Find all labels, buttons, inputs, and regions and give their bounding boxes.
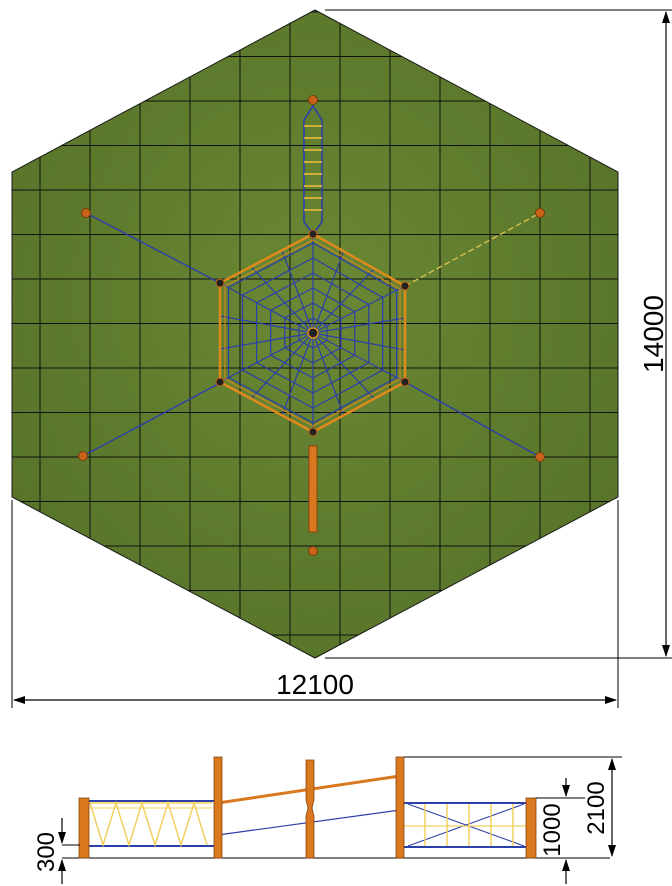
net-spoke [312, 332, 345, 416]
dim-300-label: 300 [33, 832, 60, 872]
cable-ne [404, 212, 541, 287]
post-marker [400, 377, 410, 387]
post-marker [308, 546, 318, 556]
net-ring [227, 242, 398, 424]
net-spoke [219, 332, 314, 383]
post-right [525, 797, 537, 859]
width-label: 12100 [276, 669, 354, 700]
dim-2100-label: 2100 [583, 781, 610, 834]
plan-view: 12100 14000 [11, 9, 672, 708]
net-spoke [219, 315, 314, 334]
right-ladder-section [402, 802, 530, 848]
net-ring [241, 257, 384, 409]
elevation-view: 300 1000 2100 [33, 756, 622, 884]
post-marker [308, 427, 318, 437]
dimension-1000: 1000 [536, 778, 585, 884]
post-marker [215, 377, 225, 387]
dimension-300: 300 [33, 818, 80, 884]
net-spoke [219, 282, 314, 334]
post-marker [535, 452, 545, 462]
post-left [78, 797, 90, 859]
net-spoke [312, 317, 406, 334]
dimension-width: 12100 [11, 500, 619, 708]
post-center-right [395, 756, 405, 859]
net-ring [284, 302, 342, 364]
net-spoke [250, 332, 314, 400]
net-spoke [281, 250, 314, 334]
balance-beam [308, 445, 318, 533]
dimension-height: 14000 [325, 9, 672, 659]
elevation-posts [78, 756, 537, 859]
net-spoke [312, 332, 406, 351]
post-center [305, 759, 315, 859]
post-marker [308, 95, 318, 105]
net-ring [270, 287, 356, 379]
net-spoke [312, 268, 375, 334]
cable-sw [82, 382, 221, 457]
net-spoke [281, 332, 314, 416]
net-ring [298, 317, 328, 349]
net-spoke [250, 266, 314, 334]
post-center-left [213, 756, 223, 859]
cable-se [404, 381, 541, 458]
dimension-2100: 2100 [404, 756, 622, 857]
posts [78, 95, 545, 556]
center-hub [307, 327, 319, 339]
net-spoke [312, 332, 375, 400]
post-marker [78, 451, 88, 461]
net-frame-inner [224, 239, 401, 427]
net-ring [256, 272, 370, 394]
post-marker [400, 281, 410, 291]
spider-web-net [219, 234, 406, 432]
post-marker [308, 229, 318, 239]
net-spoke [312, 251, 345, 334]
net-spoke [312, 332, 406, 383]
post-marker [535, 208, 545, 218]
left-ladder-section [82, 800, 218, 848]
dim-1000-label: 1000 [539, 803, 566, 856]
net-spoke [312, 285, 406, 334]
cable-nw [85, 212, 221, 284]
net-spoke [219, 332, 314, 350]
height-label: 14000 [638, 295, 669, 373]
post-marker [215, 278, 225, 288]
guy-cables [82, 212, 541, 458]
post-marker [81, 208, 91, 218]
